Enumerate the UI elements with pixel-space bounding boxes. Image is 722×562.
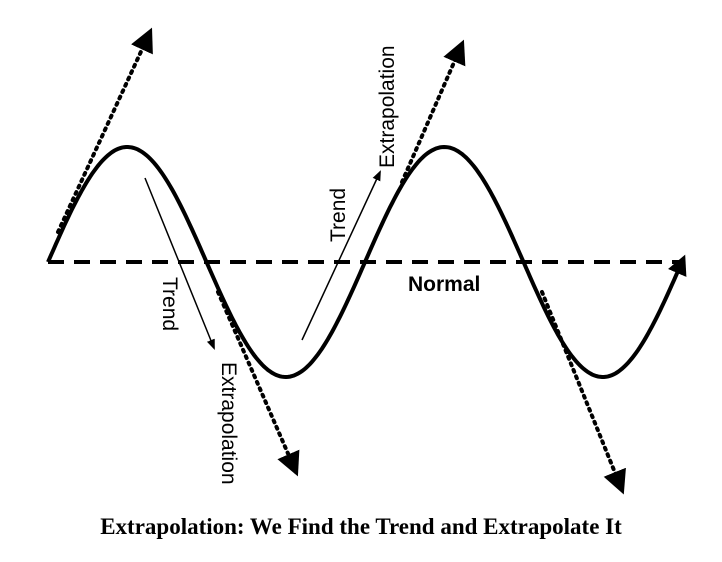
extrapolation-label: Extrapolation [376,45,399,168]
trend-label: Trend [327,188,350,242]
caption: Extrapolation: We Find the Trend and Ext… [100,514,622,539]
normal-label: Normal [408,273,480,296]
extrapolation-line [540,290,626,495]
trend-label: Trend [158,277,181,331]
extrapolation-label: Extrapolation [217,362,240,485]
extrapolation-line [56,27,153,234]
trend-arrow [144,177,215,350]
wave [46,144,687,380]
trend-arrow [301,170,381,341]
extrapolation-line [400,39,466,184]
extrapolation-line [216,290,300,477]
